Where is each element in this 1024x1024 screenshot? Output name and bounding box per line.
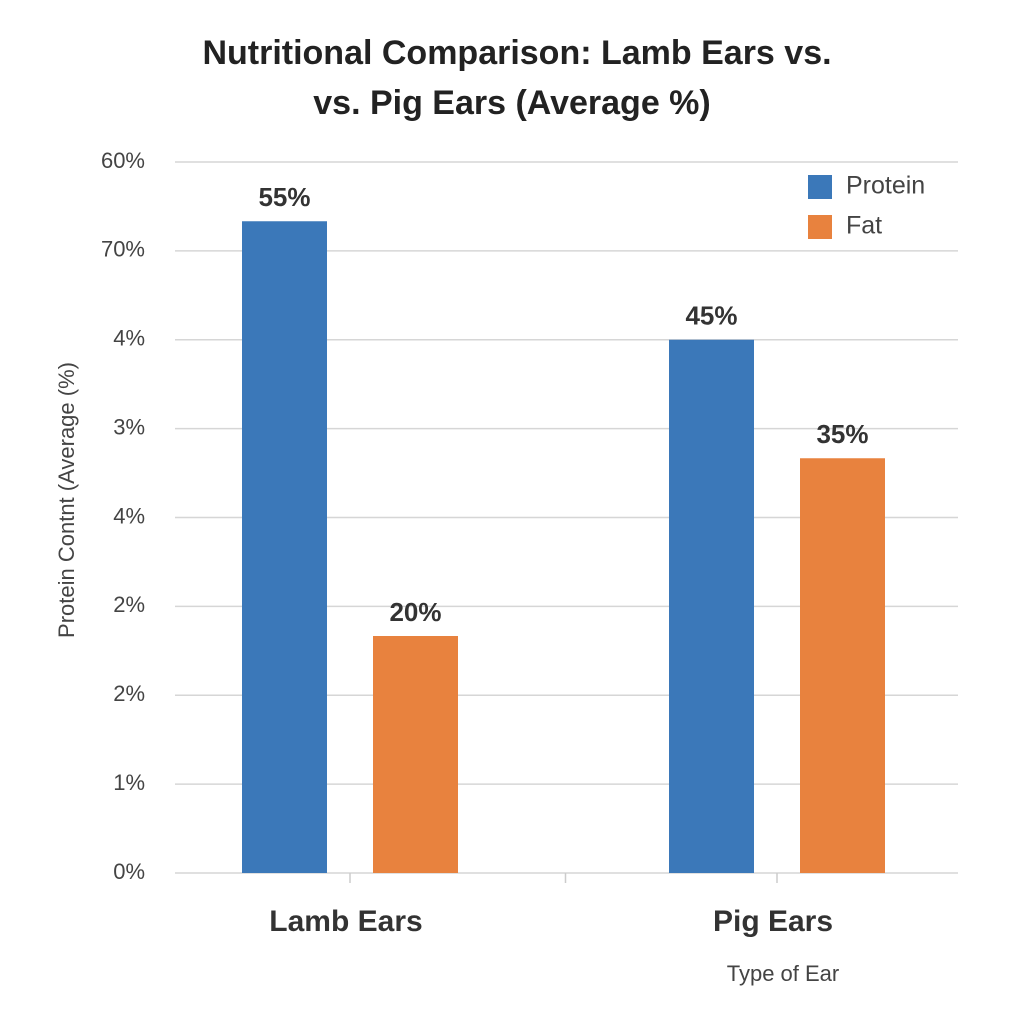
y-tick-label: 2% [113, 592, 145, 617]
y-tick-label: 2% [113, 681, 145, 706]
y-tick-label: 4% [113, 326, 145, 351]
x-tick-label: Lamb Ears [269, 905, 422, 938]
y-tick-label: 3% [113, 414, 145, 439]
y-tick-label: 70% [101, 237, 145, 262]
y-axis-title: Protein Contnt (Average (%) [54, 362, 79, 638]
legend-label: Fat [846, 212, 882, 240]
chart-title: vs. Pig Ears (Average %) [313, 84, 710, 122]
x-axis-title: Type of Ear [727, 961, 840, 986]
y-tick-label: 0% [113, 859, 145, 884]
data-label: 55% [258, 182, 310, 212]
x-tick-label: Pig Ears [713, 905, 833, 938]
data-label: 35% [816, 419, 868, 449]
bar [800, 458, 885, 873]
data-label: 20% [389, 597, 441, 627]
legend-swatch [808, 215, 832, 239]
legend-swatch [808, 175, 832, 199]
bar [242, 221, 327, 873]
y-tick-label: 4% [113, 503, 145, 528]
bar [669, 339, 754, 873]
y-tick-label: 1% [113, 770, 145, 795]
bar [373, 636, 458, 873]
chart-title: Nutritional Comparison: Lamb Ears vs. [202, 34, 831, 72]
data-label: 45% [685, 301, 737, 331]
y-tick-label: 60% [101, 148, 145, 173]
legend-label: Protein [846, 172, 925, 200]
